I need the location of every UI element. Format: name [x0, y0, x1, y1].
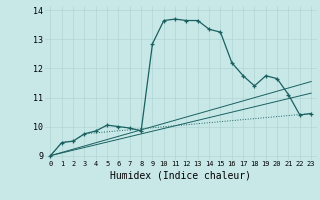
X-axis label: Humidex (Indice chaleur): Humidex (Indice chaleur): [110, 170, 251, 180]
